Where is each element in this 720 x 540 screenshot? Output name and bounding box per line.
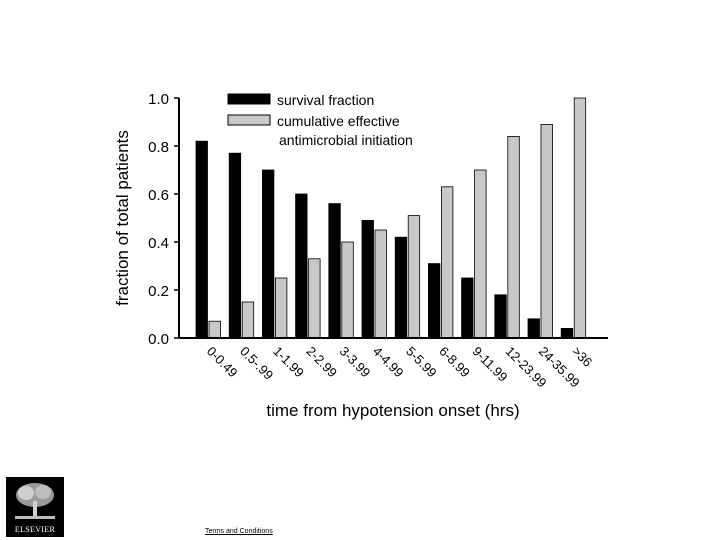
x-tick-label: >36 (569, 344, 595, 370)
y-tick-label: 1.0 (148, 91, 169, 108)
legend: survival fraction cumulative effective a… (227, 92, 413, 148)
y-tick-label: 0.2 (148, 283, 169, 300)
x-tick-label: 5-5.99 (403, 344, 440, 381)
bar-antimicrobial-10 (540, 124, 553, 339)
y-ticks: 0.0 0.2 0.4 0.6 0.8 1.0 (148, 91, 179, 348)
bar-survival-9 (494, 294, 507, 339)
bar-survival-4 (328, 203, 341, 339)
bar-survival-1 (228, 152, 242, 339)
bar-survival-8 (461, 277, 474, 339)
bar-survival-2 (261, 169, 275, 339)
y-tick-label: 0.0 (148, 331, 169, 348)
bar-survival-7 (427, 263, 441, 339)
x-tick-label: 4-4.99 (370, 344, 407, 381)
legend-swatch-survival (227, 93, 271, 105)
terms-and-conditions-link[interactable]: Terms and Conditions (205, 528, 273, 535)
y-tick-label: 0.6 (148, 187, 169, 204)
x-tick-label: 1-1.99 (270, 344, 307, 381)
bar-survival-5 (361, 219, 374, 339)
legend-swatch-antimicrobial (227, 114, 271, 126)
legend-label-antimicrobial-line2: antimicrobial initiation (279, 132, 413, 148)
bar-survival-0 (195, 140, 208, 339)
bar-survival-3 (295, 193, 308, 339)
x-tick-label: 3-3.99 (337, 344, 374, 381)
bar-antimicrobial-6 (407, 215, 421, 339)
x-tick-label: 0-0.49 (204, 344, 241, 381)
bar-antimicrobial-1 (241, 301, 255, 339)
bar-antimicrobial-5 (374, 229, 387, 339)
x-axis-label: time from hypotension onset (hrs) (266, 401, 519, 420)
bar-antimicrobial-7 (440, 186, 454, 339)
x-tick-label: 6-8.99 (436, 344, 473, 381)
bar-survival-10 (527, 318, 540, 339)
bar-survival-11 (560, 327, 574, 339)
y-axis-label: fraction of total patients (113, 130, 132, 306)
y-tick-label: 0.4 (148, 235, 169, 252)
bar-antimicrobial-9 (507, 135, 520, 339)
y-tick-label: 0.8 (148, 139, 169, 156)
tree-icon (11, 481, 59, 521)
legend-label-survival: survival fraction (277, 92, 374, 108)
x-tick-label: 9-11.99 (469, 344, 510, 385)
bar-survival-6 (394, 236, 408, 339)
legend-label-antimicrobial-line1: cumulative effective (277, 113, 400, 129)
logo-wordmark: ELSEVIER (14, 525, 56, 534)
elsevier-logo: ELSEVIER (6, 477, 64, 537)
bars-group (195, 97, 587, 339)
bar-antimicrobial-4 (341, 241, 354, 339)
x-ticks: 0-0.490.5-.991-1.992-2.993-3.994-4.995-5… (204, 344, 595, 391)
bar-antimicrobial-0 (208, 320, 221, 339)
bar-antimicrobial-8 (474, 169, 487, 339)
bar-antimicrobial-2 (274, 277, 288, 339)
bar-antimicrobial-11 (573, 97, 587, 339)
x-tick-label: 0.5-.99 (237, 344, 276, 383)
bar-antimicrobial-3 (308, 258, 321, 339)
x-tick-label: 2-2.99 (303, 344, 340, 381)
